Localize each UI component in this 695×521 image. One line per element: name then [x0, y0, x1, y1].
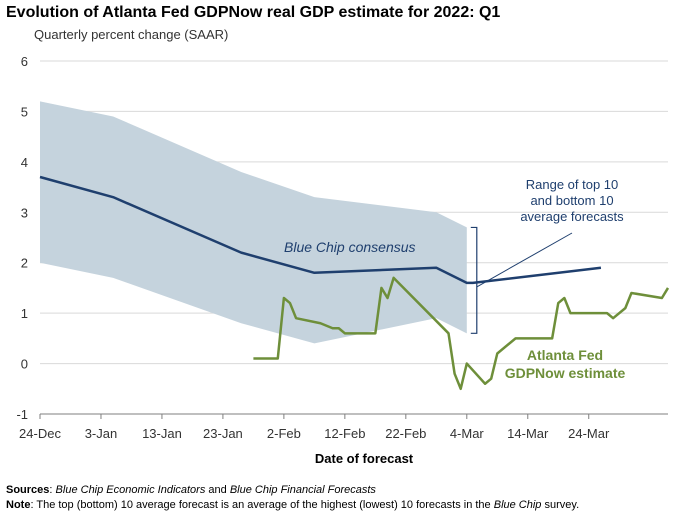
axes [39, 413, 668, 419]
chart-canvas: -1 0 1 2 3 4 5 6 24-Dec 3-Jan 13-Jan 23-Jan 2-Feb 12-… [16, 54, 670, 466]
sources-text-2: Blue Chip Financial Forecasts [229, 484, 376, 496]
notes: Sources: Blue Chip Economic Indicators a… [6, 483, 579, 513]
series-lines [39, 175, 670, 391]
sources-text-1: Blue Chip Economic Indicators [55, 484, 206, 496]
y-tick-label: 5 [21, 104, 28, 119]
x-tick-label: 23-Jan [203, 426, 243, 441]
x-tick-label: 24-Dec [19, 426, 61, 441]
y-tick-label: 3 [21, 205, 28, 220]
x-tick-label: 24-Mar [568, 426, 610, 441]
range-bracket [470, 226, 478, 334]
y-tick-label: 6 [21, 54, 28, 69]
sources-and: and [205, 484, 230, 496]
sources-line: Sources: Blue Chip Economic Indicators a… [6, 484, 376, 496]
x-tick-label: 4-Mar [450, 426, 485, 441]
x-tick-label: 22-Feb [385, 426, 426, 441]
x-tick-label: 2-Feb [267, 426, 301, 441]
gdpnow-line [253, 276, 670, 391]
blue-chip-label: Blue Chip consensus [284, 239, 416, 255]
x-tick-label: 12-Feb [324, 426, 365, 441]
note-line: Note: The top (bottom) 10 average foreca… [6, 498, 579, 513]
range-band [40, 101, 467, 344]
forecast-range-band [40, 101, 467, 344]
y-tick-label: 4 [21, 155, 28, 170]
x-tick-label: 14-Mar [507, 426, 549, 441]
range-pointer-line [476, 232, 573, 288]
tick-labels: -1 0 1 2 3 4 5 6 24-Dec 3-Jan 13-Jan 23-Jan 2-Feb 12-… [16, 54, 610, 466]
chart-title: Evolution of Atlanta Fed GDPNow real GDP… [6, 4, 501, 21]
sources-label: Sources [6, 484, 50, 496]
gdpnow-label-line: Atlanta Fed [527, 347, 603, 363]
x-tick-label: 3-Jan [85, 426, 118, 441]
y-tick-label: 0 [21, 357, 28, 372]
blue-chip-consensus-line [39, 175, 602, 285]
note-text-2: Blue Chip [493, 499, 542, 511]
note-text-3: survey. [541, 499, 580, 511]
range-label-line: average forecasts [520, 209, 624, 224]
y-tick-label: 2 [21, 256, 28, 271]
gdpnow-label-line: GDPNow estimate [505, 365, 626, 381]
y-tick-label: 1 [21, 306, 28, 321]
range-label-line: Range of top 10 [526, 177, 619, 192]
range-label-line: and bottom 10 [530, 193, 613, 208]
note-label: Note [6, 499, 31, 511]
chart-subtitle: Quarterly percent change (SAAR) [34, 27, 229, 42]
note-text-1: : The top (bottom) 10 average forecast i… [30, 499, 494, 511]
y-tick-label: -1 [16, 407, 28, 422]
x-tick-label: 13-Jan [142, 426, 182, 441]
x-axis-title: Date of forecast [315, 451, 414, 466]
